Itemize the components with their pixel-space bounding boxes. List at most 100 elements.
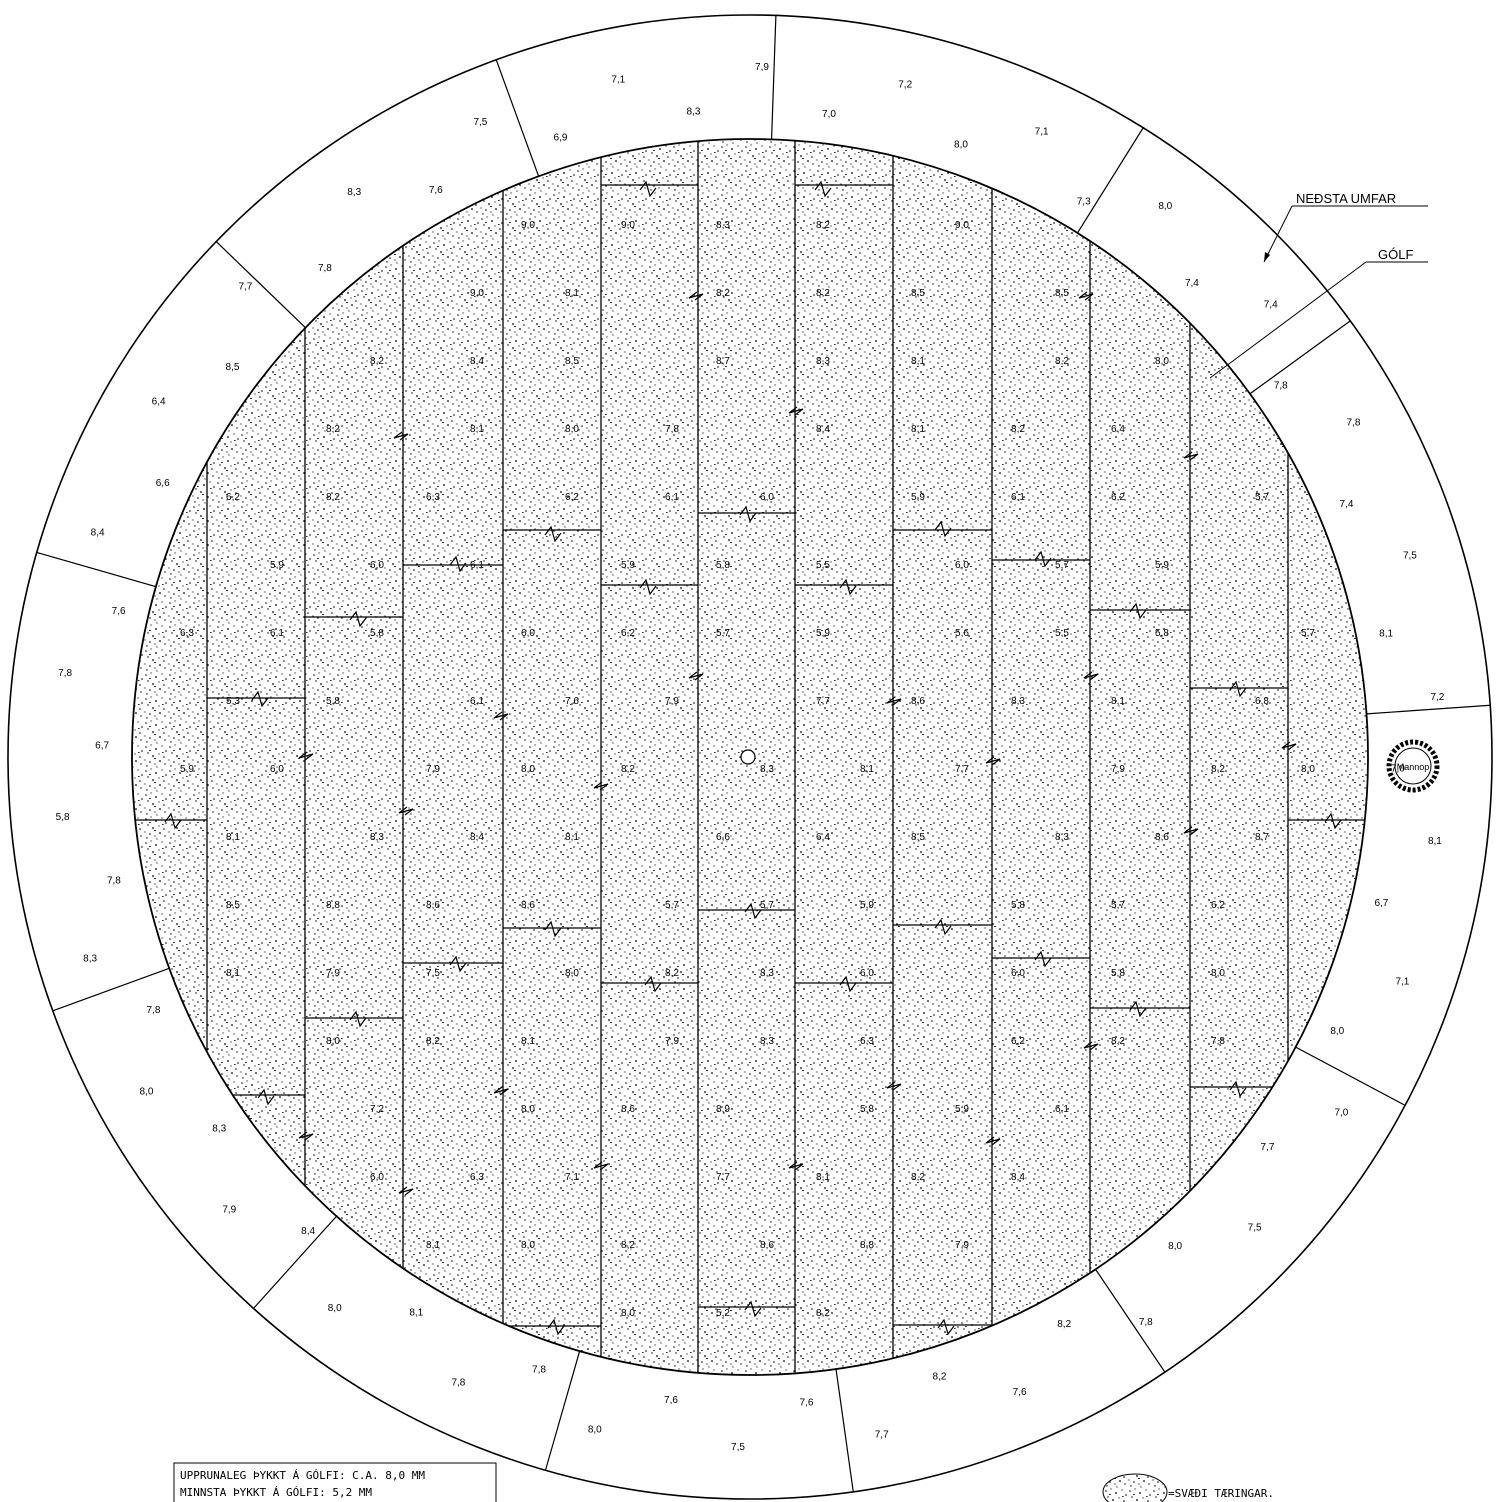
floor-reading: 8,3	[1055, 832, 1069, 843]
floor-reading: 5,8	[860, 1104, 874, 1115]
floor-reading: 6,3	[180, 628, 194, 639]
ring-reading: 6,7	[95, 741, 109, 752]
floor-reading: 5,7	[665, 900, 679, 911]
floor-reading: 8,2	[816, 220, 830, 231]
floor-reading: 9,0	[470, 288, 484, 299]
floor-reading: 7,7	[716, 1172, 730, 1183]
ring-reading: 7,0	[822, 109, 836, 120]
floor-reading: 6,2	[1111, 492, 1125, 503]
floor-reading: 8,4	[1011, 1172, 1025, 1183]
ring-reading: 7,0	[1391, 763, 1405, 774]
floor-reading: 7,9	[326, 968, 340, 979]
ring-reading: 8,1	[409, 1307, 423, 1318]
floor-reading: 8,8	[860, 1240, 874, 1251]
floor-reading: 6,2	[226, 492, 240, 503]
floor-reading: 6,3	[470, 1172, 484, 1183]
ring-reading: 8,0	[140, 1087, 154, 1098]
floor-reading: 8,2	[426, 1036, 440, 1047]
callout-lowest-course: NEÐSTA UMFAR	[1263, 191, 1428, 263]
ring-reading: 7,8	[1347, 418, 1361, 429]
ring-reading: 7,8	[58, 668, 72, 679]
ring-reading: 7,4	[1264, 299, 1278, 310]
ring-reading: 7,8	[532, 1365, 546, 1376]
ring-reading: 7,7	[875, 1429, 889, 1440]
ring-reading: 7,0	[1334, 1107, 1348, 1118]
ring-reading: 7,8	[318, 263, 332, 274]
floor-reading: 9,0	[521, 220, 535, 231]
floor-reading: 9,0	[955, 220, 969, 231]
ring-reading: 7,5	[1403, 550, 1417, 561]
ring-reading: 8,2	[1057, 1319, 1071, 1330]
floor-reading: 8,0	[1211, 968, 1225, 979]
floor-reading: 5,7	[1055, 560, 1069, 571]
ring-reading: 7,4	[1185, 278, 1199, 289]
ring-reading: 6,6	[156, 478, 170, 489]
ring-segment-joints	[36, 15, 1491, 1492]
floor-reading: 6,1	[470, 696, 484, 707]
floor-reading: 8,2	[911, 1172, 925, 1183]
floor-reading: 8,5	[911, 288, 925, 299]
callout-floor: GÓLF	[1209, 247, 1428, 379]
floor-reading: 8,2	[816, 288, 830, 299]
ring-reading: 8,3	[212, 1124, 226, 1135]
floor-reading: 8,1	[226, 968, 240, 979]
floor-reading: 6,2	[565, 492, 579, 503]
floor-reading: 7,6	[565, 696, 579, 707]
ring-reading: 7,8	[1139, 1317, 1153, 1328]
ring-reading: 7,6	[800, 1398, 814, 1409]
ring-reading: 8,0	[1168, 1241, 1182, 1252]
floor-reading: 8,3	[816, 356, 830, 367]
floor-reading: 5,8	[1155, 628, 1169, 639]
ring-reading: 7,4	[1340, 499, 1354, 510]
ring-reading: 7,2	[898, 80, 912, 91]
floor-reading: 6,0	[270, 764, 284, 775]
floor-reading: 5,9	[816, 628, 830, 639]
floor-reading: 5,8	[1011, 900, 1025, 911]
ring-reading: 7,9	[755, 62, 769, 73]
floor-reading: 8,7	[716, 356, 730, 367]
notes-box: UPPRUNALEG ÞYKKT Á GÓLFI: C.A. 8,0 MM MI…	[173, 1462, 497, 1502]
floor-reading: 5,6	[955, 628, 969, 639]
floor-reading: 8,6	[1155, 832, 1169, 843]
floor-reading: 8,0	[565, 968, 579, 979]
floor-reading: 8,2	[621, 1240, 635, 1251]
floor-reading: 8,0	[326, 1036, 340, 1047]
floor-reading: 8,1	[816, 1172, 830, 1183]
floor-reading: 8,1	[911, 424, 925, 435]
floor-reading: 8,3	[1011, 696, 1025, 707]
floor-reading: 8,6	[760, 1240, 774, 1251]
floor-reading: 8,9	[716, 1104, 730, 1115]
ring-reading: 8,3	[83, 954, 97, 965]
ring-reading: 7,8	[107, 876, 121, 887]
floor-reading: 9,0	[621, 220, 635, 231]
ring-reading: 7,8	[451, 1377, 465, 1388]
floor-reading: 8,3	[716, 220, 730, 231]
ring-reading: 7,9	[222, 1205, 236, 1216]
floor-reading: 5,7	[1111, 900, 1125, 911]
ring-reading: 7,6	[429, 185, 443, 196]
floor-reading: 5,2	[716, 1308, 730, 1319]
floor-reading: 5,9	[621, 560, 635, 571]
floor-reading: 6,1	[1055, 1104, 1069, 1115]
floor-reading: 8,6	[521, 900, 535, 911]
floor-reading: 8,1	[565, 288, 579, 299]
floor-reading: 8,5	[1055, 288, 1069, 299]
floor-reading: 8,0	[521, 1104, 535, 1115]
ring-reading: 8,0	[1330, 1026, 1344, 1037]
floor-reading: 7,7	[816, 696, 830, 707]
ring-reading: 7,6	[112, 606, 126, 617]
floor-reading: 6,1	[270, 628, 284, 639]
ring-reading: 8,3	[347, 187, 361, 198]
floor-reading: 7,5	[426, 968, 440, 979]
floor-reading: 6,1	[1011, 492, 1025, 503]
floor-reading: 8,0	[621, 1308, 635, 1319]
legend: =SVÆÐI TÆRINGAR.	[1102, 1473, 1274, 1502]
floor-reading: 8,2	[326, 492, 340, 503]
floor-reading: 5,7	[1301, 628, 1315, 639]
ring-reading: 7,1	[1395, 977, 1409, 988]
floor-reading: 5,8	[326, 696, 340, 707]
ring-reading: 7,5	[731, 1442, 745, 1453]
ring-reading: 8,0	[1158, 201, 1172, 212]
floor-reading: 6,4	[1111, 424, 1125, 435]
